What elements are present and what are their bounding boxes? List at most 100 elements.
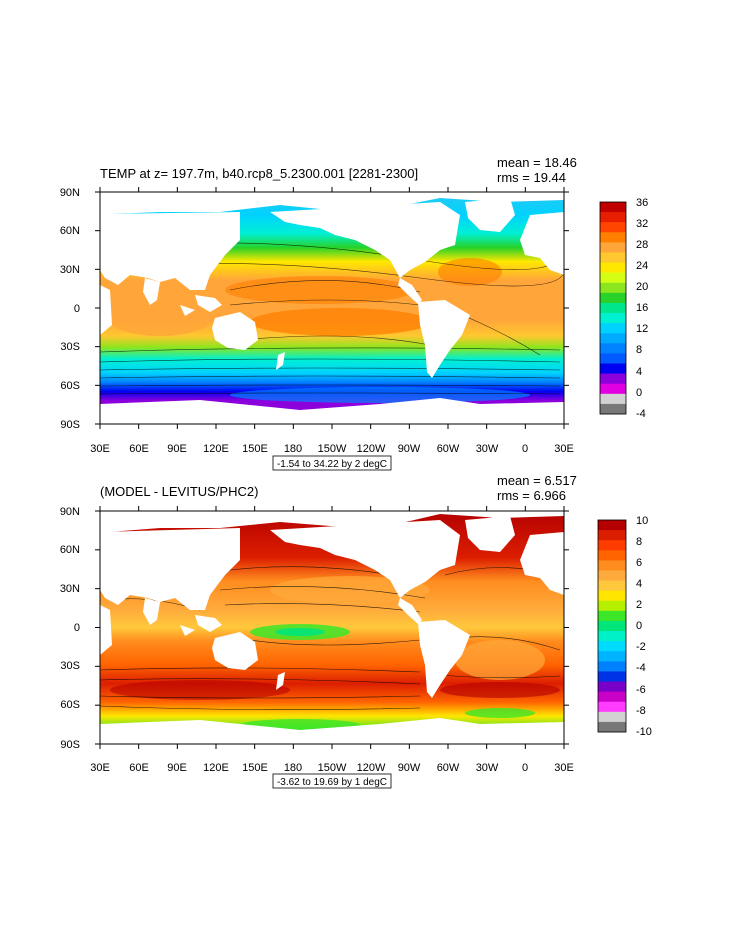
colorbar-swatch xyxy=(600,353,626,364)
colorbar-label: 8 xyxy=(636,344,642,356)
colorbar-swatch xyxy=(598,681,626,693)
colorbar-swatch xyxy=(598,641,626,652)
lon-label: 60E xyxy=(129,762,149,774)
colorbar-label: 16 xyxy=(636,302,648,314)
colorbar-swatch xyxy=(598,520,626,531)
lon-label: 60E xyxy=(129,443,149,455)
lon-label: 150W xyxy=(318,443,347,455)
map-area xyxy=(100,192,564,424)
colorbar-label: 20 xyxy=(636,281,648,293)
colorbar-swatch xyxy=(600,252,626,263)
stat-mean: mean = 18.46 xyxy=(497,155,577,170)
lat-label: 60S xyxy=(60,699,80,711)
colorbar-swatch xyxy=(598,721,626,733)
lat-label: 90N xyxy=(60,506,80,518)
colorbar-label: 36 xyxy=(636,197,648,209)
colorbar-label: 12 xyxy=(636,323,648,335)
lon-label: 0 xyxy=(522,443,528,455)
colorbar-label: 4 xyxy=(636,578,642,590)
colorbar-swatch xyxy=(600,212,626,223)
colorbar: 10 8 6 4 2 0 -2 -4 -6 -8 -10 xyxy=(597,515,652,738)
colorbar-swatch xyxy=(600,383,626,395)
colorbar-swatch xyxy=(598,570,626,581)
lon-labels: 30E 60E 90E 120E 150E 180 150W 120W 90W … xyxy=(90,762,574,774)
colorbar-swatch xyxy=(600,333,626,344)
colorbar-swatch xyxy=(598,590,626,602)
colorbar-label: 28 xyxy=(636,239,648,251)
map-area xyxy=(100,511,564,744)
lat-label: 90S xyxy=(60,739,80,751)
colorbar-swatch xyxy=(598,560,626,571)
colorbar-label: 4 xyxy=(636,366,642,378)
colorbar-label: -10 xyxy=(636,726,652,738)
colorbar-swatch xyxy=(598,540,626,551)
lat-label: 0 xyxy=(74,303,80,315)
lon-label: 120W xyxy=(357,762,386,774)
colorbar-swatch xyxy=(598,580,626,592)
colorbar-swatch xyxy=(600,222,626,233)
colorbar-label: 0 xyxy=(636,387,642,399)
panel-title: (MODEL - LEVITUS/PHC2) xyxy=(100,484,258,499)
colorbar-swatch xyxy=(600,363,626,375)
contour-lines xyxy=(100,566,561,710)
colorbar-swatch xyxy=(598,530,626,541)
lon-labels: 30E 60E 90E 120E 150E 180 150W 120W 90W … xyxy=(90,443,574,455)
lat-label: 90S xyxy=(60,419,80,431)
range-label: -3.62 to 19.69 by 1 degC xyxy=(277,777,387,788)
colorbar-swatch xyxy=(598,651,626,662)
colorbar-label: 32 xyxy=(636,218,648,230)
lon-label: 30E xyxy=(554,762,574,774)
lat-label: 0 xyxy=(74,622,80,634)
lon-label: 150W xyxy=(318,762,347,774)
colorbar-swatch xyxy=(598,711,626,723)
lon-label: 120E xyxy=(203,762,229,774)
stat-rms: rms = 6.966 xyxy=(497,488,566,503)
lon-label: 120E xyxy=(203,443,229,455)
lon-label: 90W xyxy=(398,443,421,455)
panel-temp: TEMP at z= 197.7m, b40.rcp8_5.2300.001 [… xyxy=(60,155,648,471)
colorbar-swatch xyxy=(600,262,626,274)
colorbar-swatch xyxy=(598,600,626,612)
colorbar-label: 6 xyxy=(636,557,642,569)
colorbar-swatch xyxy=(600,242,626,253)
lon-label: 60W xyxy=(437,762,460,774)
lon-label: 30E xyxy=(554,443,574,455)
lon-label: 0 xyxy=(522,762,528,774)
colorbar-label: -6 xyxy=(636,684,646,696)
stat-rms: rms = 19.44 xyxy=(497,170,566,185)
colorbar-swatch xyxy=(600,393,626,405)
lat-label: 90N xyxy=(60,187,80,199)
lon-label: 150E xyxy=(242,443,268,455)
stat-mean: mean = 6.517 xyxy=(497,473,577,488)
colorbar-swatch xyxy=(600,202,626,213)
colorbar-swatch xyxy=(600,403,626,415)
lon-label: 90W xyxy=(398,762,421,774)
colorbar-label: 2 xyxy=(636,599,642,611)
lat-label: 60S xyxy=(60,380,80,392)
range-box: -3.62 to 19.69 by 1 degC xyxy=(272,773,392,789)
colorbar-swatch xyxy=(600,302,626,314)
colorbar-label: -4 xyxy=(636,662,646,674)
colorbar-swatch xyxy=(600,343,626,354)
lon-label: 60W xyxy=(437,443,460,455)
lon-label: 120W xyxy=(357,443,386,455)
colorbar-swatch xyxy=(600,373,626,385)
lat-labels: 90N 60N 30N 0 30S 60S 90S xyxy=(60,187,80,431)
colorbar-swatch xyxy=(598,671,626,682)
colorbar-label: 10 xyxy=(636,515,648,527)
colorbar-label: -2 xyxy=(636,641,646,653)
colorbar-swatch xyxy=(600,323,626,334)
land-masses xyxy=(100,192,564,424)
colorbar-label: 24 xyxy=(636,260,648,272)
colorbar-swatch xyxy=(600,232,626,243)
colorbar-swatch xyxy=(598,661,626,672)
lat-labels: 90N 60N 30N 0 30S 60S 90S xyxy=(60,506,80,751)
colorbar-swatch xyxy=(598,631,626,642)
lon-label: 30E xyxy=(90,443,110,455)
range-label: -1.54 to 34.22 by 2 degC xyxy=(277,459,387,470)
panel-difference: (MODEL - LEVITUS/PHC2) mean = 6.517 rms … xyxy=(60,473,652,789)
lat-label: 30N xyxy=(60,583,80,595)
colorbar-swatch xyxy=(600,292,626,304)
colorbar-swatch xyxy=(598,620,626,632)
colorbar-swatch xyxy=(598,610,626,622)
